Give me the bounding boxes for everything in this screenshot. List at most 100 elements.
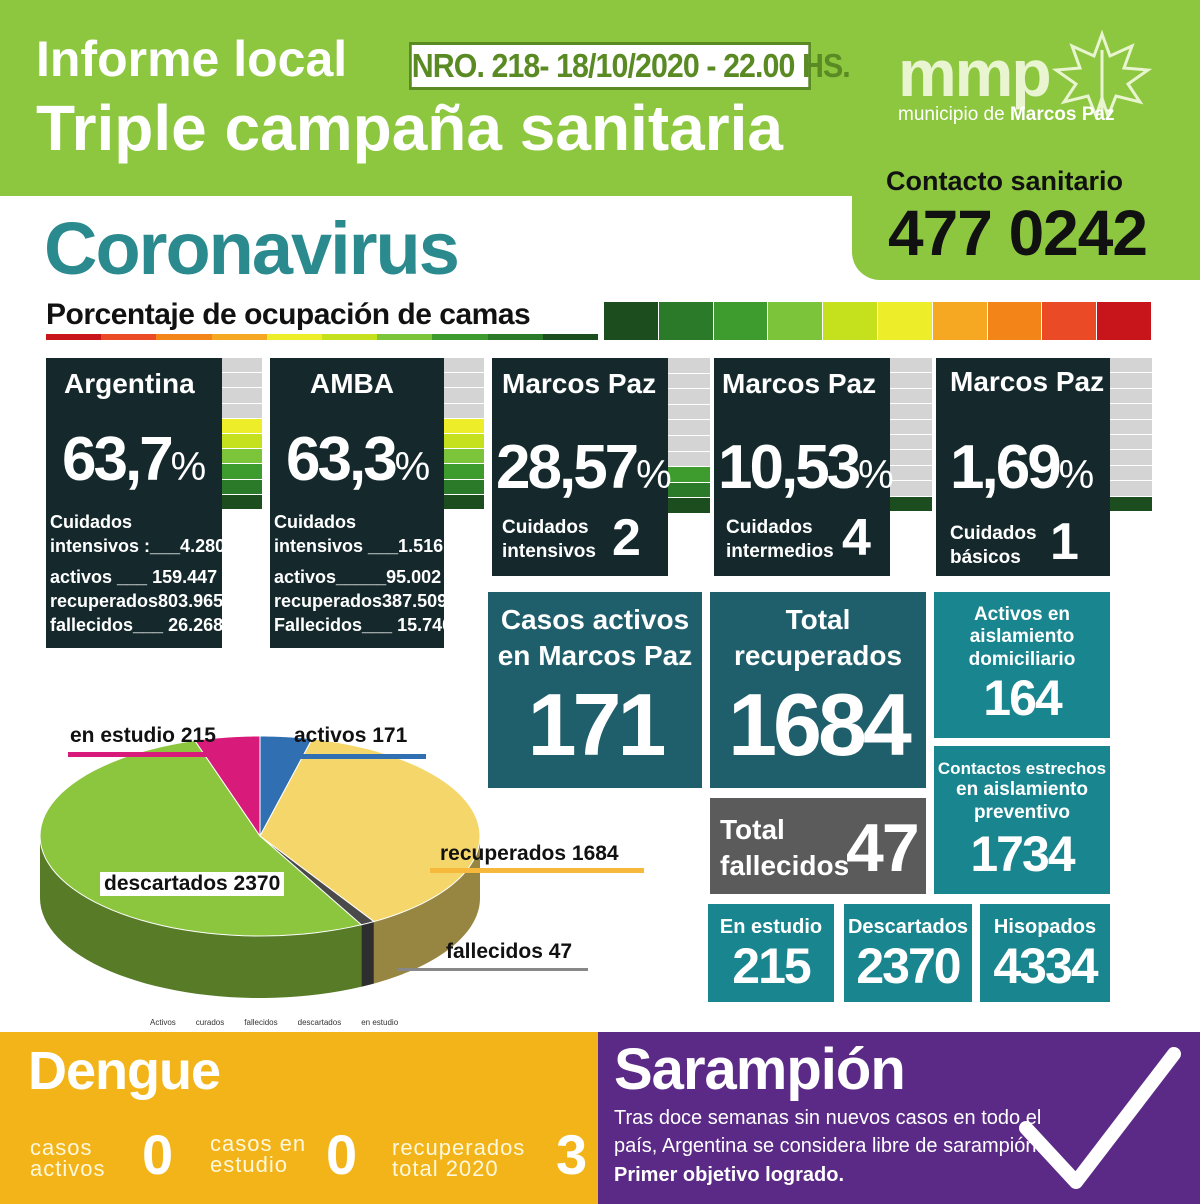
box-label-2: en aislamiento [956, 779, 1088, 801]
gauge-segment-5 [1110, 419, 1152, 436]
underline-segment-3 [211, 334, 267, 340]
box-label-2: fallecidos [720, 850, 850, 881]
box-label: Descartados [847, 916, 969, 938]
municipality-name: municipio de Marcos Paz [898, 104, 1115, 126]
label-line1: Cuidados [502, 517, 589, 538]
box-value: 4334 [993, 938, 1098, 994]
card-amba-stats: Cuidados intensivos ___1.516 activos____… [274, 510, 452, 637]
box-descartados: Descartados 2370 [844, 904, 972, 1002]
pie-line-en-estudio [68, 752, 244, 757]
pie-slice-en-estudio [193, 735, 261, 838]
leaf-icon [1052, 30, 1152, 120]
card-argentina-stats: Cuidados intensivos :___4.280 activos __… [50, 510, 225, 637]
ci-label: Cuidados [50, 512, 133, 532]
pie-label-en-estudio: en estudio 215 [70, 724, 216, 747]
card-mp1-pct: 28,57% [496, 432, 672, 503]
gauge-segment-8 [222, 373, 262, 389]
fallecidos-line: fallecidos___ 26.268 [50, 615, 224, 636]
ci-label: Cuidados [274, 512, 357, 532]
box-value: 2370 [856, 938, 961, 994]
dengue-panel [0, 1032, 598, 1204]
gauge-segment-9 [890, 358, 932, 374]
card-argentina-pct: 63,7% [62, 424, 206, 495]
label-line1: casos en [210, 1131, 307, 1156]
gauge-argentina [222, 358, 262, 511]
gauge-segment-3 [444, 449, 484, 465]
card-mp3-pct: 1,69% [950, 432, 1094, 503]
underline-segment-5 [322, 334, 378, 340]
activos-line: activos_____95.002 [274, 566, 442, 587]
scale-segment-6 [932, 302, 988, 340]
card-marcos-paz-basicos [936, 358, 1110, 576]
pie-label-descartados: descartados 2370 [100, 872, 285, 896]
box-label-2: aislamiento [969, 626, 1075, 648]
scale-segment-7 [987, 302, 1043, 340]
gauge-segment-4 [1110, 435, 1152, 451]
recuperados-line: recuperados803.965 [50, 590, 224, 611]
underline-segment-7 [432, 334, 488, 340]
scale-segment-2 [713, 302, 769, 340]
dengue-estudio-value: 0 [326, 1123, 358, 1186]
report-number-badge: NRO. 218- 18/10/2020 - 22.00 HS. [409, 42, 851, 90]
gauge-segment-3 [890, 450, 932, 466]
sarampion-title: Sarampión [614, 1037, 906, 1102]
gauge-segment-0 [1110, 496, 1152, 513]
gauge-amba [444, 358, 484, 511]
pct-sign: % [170, 445, 207, 489]
gauge-segment-3 [222, 449, 262, 465]
gauge-segment-1 [222, 479, 262, 495]
box-contactos-estrechos: Contactos estrechos en aislamiento preve… [934, 746, 1110, 894]
card-argentina-title: Argentina [64, 368, 195, 399]
underline-segment-2 [156, 334, 212, 340]
pct-sign: % [858, 453, 894, 497]
card-amba-pct: 63,3% [286, 424, 430, 495]
scale-segment-8 [1042, 302, 1098, 340]
report-title-line2: Triple campaña sanitaria [36, 92, 783, 164]
pie-label-activos: activos 171 [294, 724, 408, 747]
label-line2: intensivos [502, 540, 596, 562]
report-title-line1: Informe local [36, 31, 348, 87]
gauge-segment-2 [890, 465, 932, 482]
card-amba-title: AMBA [310, 368, 394, 399]
ci-value: intensivos :___4.280 [50, 536, 226, 557]
scale-segment-9 [1097, 302, 1152, 340]
gauge-segment-8 [1110, 373, 1152, 389]
underline-segment-6 [377, 334, 433, 340]
pct-sign: % [1058, 453, 1095, 497]
ci-value: intensivos ___1.516 [274, 536, 444, 557]
gauge-segment-9 [668, 358, 710, 374]
gauge-segment-2 [444, 464, 484, 480]
scale-segment-3 [768, 302, 824, 340]
gauge-segment-4 [668, 435, 710, 452]
card-marcos-paz-intensivos [492, 358, 668, 576]
card-mp1-label: Cuidados intensivos [502, 516, 596, 564]
pie-side-recuperados [373, 836, 480, 984]
gauge-segment-7 [222, 388, 262, 404]
box-label-3: domiciliario [968, 648, 1076, 670]
pie-label-fallecidos: fallecidos 47 [446, 940, 573, 963]
box-label-1: Total [785, 604, 851, 635]
box-label: Hisopados [993, 916, 1097, 938]
box-hisopados: Hisopados 4334 [980, 904, 1110, 1002]
municipality-city: Marcos Paz [1009, 104, 1115, 125]
pie-slice-recuperados [259, 738, 481, 923]
box-aislamiento-domiciliario: Activos en aislamiento domiciliario 164 [934, 592, 1110, 738]
card-mp2-label: Cuidados intermedios [726, 516, 834, 564]
gauge-segment-6 [890, 404, 932, 420]
gauge-segment-5 [444, 418, 484, 435]
label-line2: intermedios [726, 540, 834, 562]
municipality-logo: mmp [898, 36, 1052, 110]
contact-label: Contacto sanitario [886, 166, 1124, 196]
gauge-segment-8 [890, 373, 932, 389]
card-mp2-title: Marcos Paz [722, 368, 877, 399]
gauge-segment-1 [1110, 481, 1152, 497]
box-label-2: recuperados [733, 640, 903, 672]
gauge-segment-6 [444, 403, 484, 419]
underline-segment-0 [46, 334, 102, 340]
bed-occupancy-title: Porcentaje de ocupación de camas [46, 298, 531, 331]
gauge-segment-7 [668, 389, 710, 405]
pie-line-activos [288, 754, 426, 759]
gauge-segment-7 [890, 388, 932, 405]
dengue-title: Dengue [28, 1041, 221, 1101]
card-marcos-paz-intermedios [714, 358, 890, 576]
